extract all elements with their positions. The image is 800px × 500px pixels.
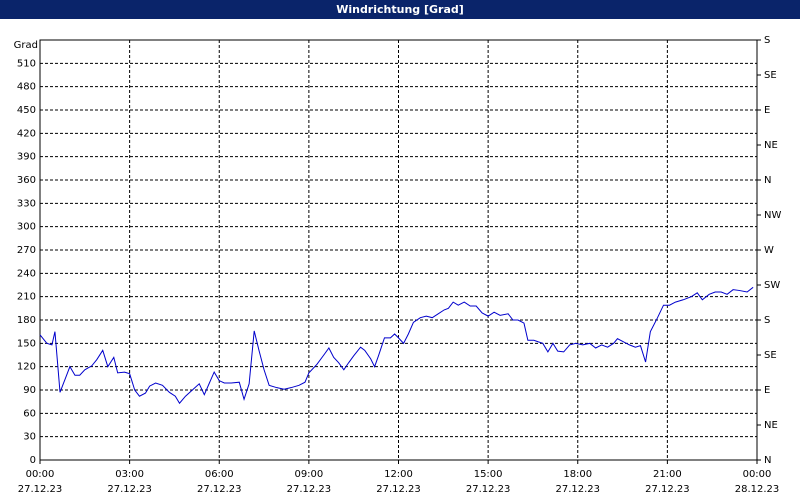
- y-tick-label: 150: [17, 338, 36, 349]
- x-tick-date: 27.12.23: [555, 484, 600, 495]
- x-tick-date: 27.12.23: [466, 484, 511, 495]
- y-tick-label: 330: [17, 198, 36, 209]
- y-tick-label: 450: [17, 105, 36, 116]
- chart-title: Windrichtung [Grad]: [336, 3, 464, 16]
- y2-tick-label: SE: [764, 350, 777, 361]
- x-tick-label: 15:00: [474, 469, 503, 480]
- y-tick-label: 300: [17, 222, 36, 233]
- y2-tick-label: NW: [764, 210, 781, 221]
- y-tick-label: 0: [30, 455, 36, 466]
- y2-tick-label: N: [764, 175, 771, 186]
- y-tick-label: 90: [23, 385, 36, 396]
- y-tick-label: 240: [17, 268, 36, 279]
- x-tick-label: 03:00: [115, 469, 144, 480]
- x-tick-label: 00:00: [26, 469, 55, 480]
- x-tick-date: 27.12.23: [18, 484, 63, 495]
- plot-border: [39, 39, 758, 461]
- y-tick-label: 30: [23, 432, 36, 443]
- y2-tick-label: NE: [764, 140, 778, 151]
- x-tick-label: 00:00: [743, 469, 772, 480]
- data-line: [39, 286, 754, 405]
- x-tick-date: 27.12.23: [376, 484, 421, 495]
- x-tick-date: 27.12.23: [107, 484, 152, 495]
- x-tick-label: 12:00: [384, 469, 413, 480]
- y2-tick-label: E: [764, 105, 770, 116]
- y-axis-label: Grad: [14, 40, 38, 51]
- y2-tick-label: NE: [764, 420, 778, 431]
- title-bar: [0, 0, 800, 19]
- x-tick-label: 06:00: [205, 469, 234, 480]
- x-tick-label: 18:00: [563, 469, 592, 480]
- x-tick-date: 27.12.23: [287, 484, 332, 495]
- y-tick-label: 60: [23, 408, 36, 419]
- x-tick-date: 28.12.23: [735, 484, 780, 495]
- y2-tick-label: SW: [764, 280, 780, 291]
- x-tick-date: 27.12.23: [197, 484, 242, 495]
- y-tick-label: 120: [17, 362, 36, 373]
- y-tick-label: 180: [17, 315, 36, 326]
- y-tick-label: 420: [17, 128, 36, 139]
- y-tick-label: 210: [17, 292, 36, 303]
- y-tick-label: 480: [17, 82, 36, 93]
- y-tick-label: 510: [17, 58, 36, 69]
- x-tick-date: 27.12.23: [645, 484, 690, 495]
- y-tick-label: 270: [17, 245, 36, 256]
- y2-tick-label: SE: [764, 70, 777, 81]
- x-tick-label: 09:00: [294, 469, 323, 480]
- y-tick-label: 390: [17, 152, 36, 163]
- y2-tick-label: E: [764, 385, 770, 396]
- y-tick-label: 360: [17, 175, 36, 186]
- y2-tick-label: W: [764, 245, 774, 256]
- y2-tick-label: S: [764, 315, 770, 326]
- y2-tick-label: S: [764, 35, 770, 46]
- y2-tick-label: N: [764, 455, 771, 466]
- x-tick-label: 21:00: [653, 469, 682, 480]
